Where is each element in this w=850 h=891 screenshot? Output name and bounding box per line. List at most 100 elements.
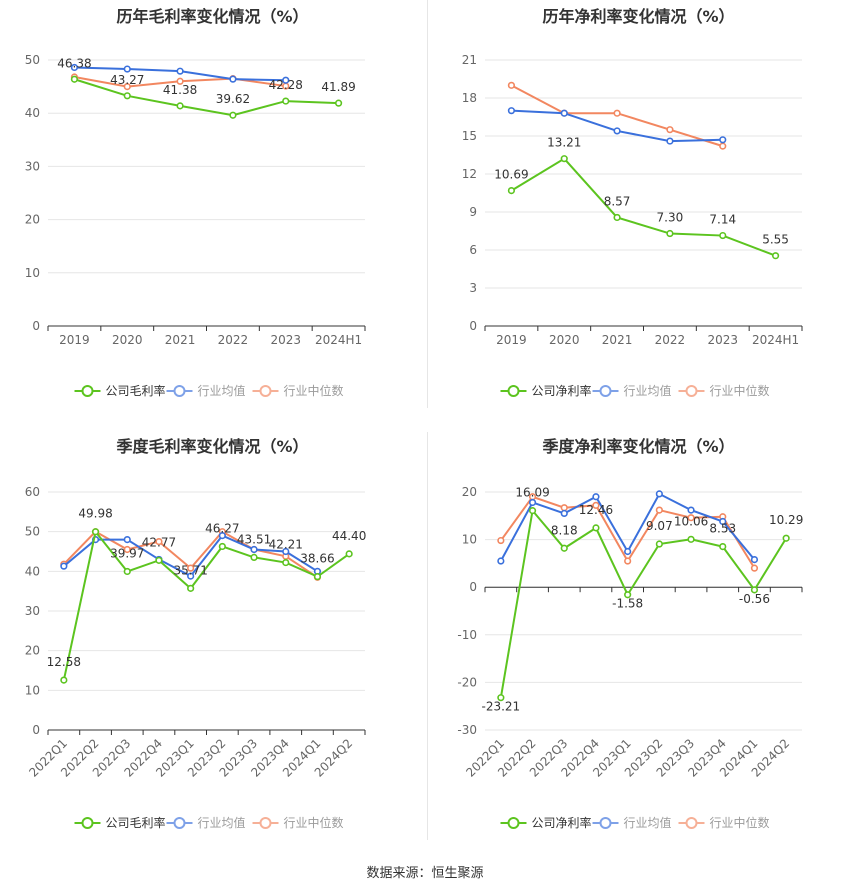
chart-title: 季度毛利率变化情况（%） [115,437,308,456]
data-point-company [218,542,226,551]
y-tick-label: 0 [32,723,40,737]
data-point-avg [560,109,568,117]
data-point-avg [507,107,516,115]
data-label: 44.40 [332,529,366,543]
data-point-company [155,556,163,564]
legend-item-company: 公司净利率 [500,815,592,830]
data-point-avg [560,509,568,518]
data-label: 10.06 [674,514,708,528]
data-point-avg [528,498,537,507]
data-point-median [187,564,195,572]
data-point-median [560,504,568,512]
data-point-company [229,111,237,119]
x-tick-label: 2021 [602,333,633,347]
legend-item-median: 行业中位数 [252,383,344,398]
y-tick-label: 40 [25,564,40,578]
data-label: 13.21 [547,136,581,150]
data-point-median [592,501,600,509]
data-label: 10.29 [769,513,803,527]
data-point-avg [624,547,632,556]
legend-marker [507,817,520,829]
data-label: -0.56 [739,592,770,606]
data-point-company [592,524,600,532]
y-tick-label: 10 [25,683,40,697]
data-point-avg [123,65,131,73]
legend-label: 行业中位数 [710,383,770,398]
chart-title: 历年毛利率变化情况（%） [116,7,308,26]
data-point-company [687,535,695,543]
data-label: 49.98 [78,507,112,521]
x-tick-label: 2019 [496,333,527,347]
data-point-company [497,694,505,702]
y-tick-label: -30 [457,723,477,737]
legend-marker [259,385,272,397]
y-tick-label: 6 [469,243,477,257]
data-point-company [313,573,322,581]
y-tick-label: 9 [469,205,477,219]
data-point-avg [70,63,79,72]
y-tick-label: 20 [25,644,40,658]
y-tick-label: 10 [25,266,40,280]
data-point-avg [666,137,674,145]
legend-item-median: 行业中位数 [678,383,770,398]
x-tick-label: 2022 [218,333,249,347]
data-label: 35.71 [173,563,207,577]
y-tick-label: 30 [25,604,40,618]
data-point-company [560,155,568,163]
data-label: 46.27 [205,521,239,535]
data-point-company [771,252,780,260]
y-tick-label: 18 [462,91,477,105]
legend-marker [259,817,272,829]
x-tick-label: 2024H1 [752,333,799,347]
data-point-company [782,534,790,542]
legend-marker [599,817,612,829]
data-point-avg [282,547,290,556]
legend-item-company: 公司毛利率 [74,815,166,830]
data-point-avg [750,555,759,564]
legend-label: 公司毛利率 [106,815,166,830]
legend-marker [685,817,698,829]
y-tick-label: 0 [469,319,477,333]
data-point-median [666,126,674,134]
data-label: 42.77 [142,535,176,549]
y-tick-label: 20 [462,485,477,499]
x-tick-label: 2024H1 [315,333,362,347]
data-label: 16.09 [515,486,549,500]
y-tick-label: 40 [25,106,40,120]
annual-net-margin-chart: 历年净利率变化情况（%） 0 3 6 9 12 15 18 21 2019 2020 2021 2022… [462,7,803,398]
data-point-avg [592,493,600,501]
legend-item-median: 行业中位数 [678,815,770,830]
data-label: -23.21 [482,700,521,714]
data-point-company [282,558,290,567]
data-point-avg [613,127,621,135]
y-tick-label: 0 [32,319,40,333]
data-point-company [176,102,184,110]
legend-label: 行业均值 [624,383,672,398]
panel-divider-top [427,0,428,408]
y-tick-label: 20 [25,213,40,227]
legend-label: 行业中位数 [284,815,344,830]
y-tick-label: 3 [469,281,477,295]
data-point-company [624,591,632,599]
legend-label: 公司净利率 [532,383,592,398]
chart-title: 历年净利率变化情况（%） [542,7,734,26]
legend-marker [173,817,186,829]
data-label: 39.97 [110,546,144,560]
x-tick-label: 2021 [165,333,196,347]
data-point-company [282,97,290,105]
data-point-median [624,557,632,565]
legend-item-company: 公司净利率 [500,383,592,398]
legend-item-avg: 行业均值 [166,815,246,830]
data-point-company [719,231,727,240]
y-tick-label: 0 [469,580,477,594]
data-label: 12.46 [579,503,613,517]
legend-label: 行业均值 [198,383,246,398]
y-tick-label: 30 [25,159,40,173]
legend-item-median: 行业中位数 [252,815,344,830]
data-label: 42.28 [269,78,303,92]
chart-title: 季度净利率变化情况（%） [541,437,734,456]
data-point-company [91,528,100,536]
y-tick-label: 60 [25,485,40,499]
data-point-avg [123,535,131,544]
data-label: 8.18 [551,523,578,537]
